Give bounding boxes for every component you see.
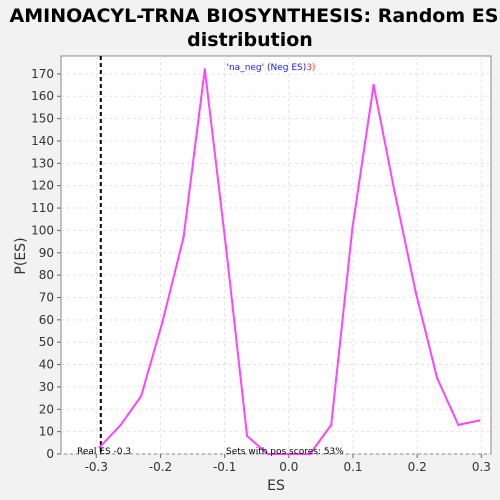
data-point xyxy=(414,291,418,295)
pos-scores-annotation: Sets with pos scores: 53% xyxy=(226,447,344,457)
data-point xyxy=(224,244,228,248)
y-tick-label: 50 xyxy=(39,335,54,349)
legend-entry: 'na_neg' (Neg ES)3) xyxy=(227,63,316,73)
y-axis: 0 10 20 30 40 50 60 70 80 90 100 110 120 130 140 150 160… xyxy=(31,67,61,461)
y-tick-label: 150 xyxy=(31,112,54,126)
data-point xyxy=(351,227,354,230)
x-tick-label: 0.3 xyxy=(472,460,491,474)
chart-title-line-2: distribution xyxy=(187,29,313,51)
plot-area xyxy=(60,55,492,455)
data-point xyxy=(435,376,439,380)
y-axis-title: P(ES) xyxy=(13,237,29,274)
grid xyxy=(61,56,491,455)
y-tick-label: 160 xyxy=(31,89,54,103)
data-point xyxy=(161,320,164,324)
real-es-label: Real ES -0.3 xyxy=(77,447,131,457)
y-tick-label: 90 xyxy=(39,246,54,260)
data-point xyxy=(203,68,206,71)
y-tick-label: 130 xyxy=(31,156,54,170)
data-point xyxy=(372,83,375,87)
y-tick-label: 10 xyxy=(39,425,54,439)
y-tick-label: 30 xyxy=(39,380,54,394)
chart-title-line-1: AMINOACYL-TRNA BIOSYNTHESIS: Random ES xyxy=(10,5,499,27)
data-point xyxy=(119,423,122,427)
y-tick-label: 70 xyxy=(39,290,54,304)
x-tick-label: -0.3 xyxy=(85,460,108,474)
y-tick-label: 40 xyxy=(39,358,54,372)
x-tick-label: 0.2 xyxy=(408,460,427,474)
y-tick-label: 140 xyxy=(31,134,54,148)
chart-title: AMINOACYL-TRNA BIOSYNTHESIS: Random ES d… xyxy=(10,5,499,51)
data-point xyxy=(457,423,460,427)
series-layer xyxy=(98,68,481,456)
data-point xyxy=(330,423,333,427)
y-tick-label: 110 xyxy=(31,201,54,215)
data-point xyxy=(266,452,269,456)
x-tick-label: 0.1 xyxy=(343,460,362,474)
y-tick-label: 20 xyxy=(39,402,54,416)
data-point xyxy=(287,452,290,456)
data-point xyxy=(478,419,481,422)
legend-suffix: 3) xyxy=(306,63,315,73)
x-tick-label: 0.0 xyxy=(279,460,298,474)
x-axis-title: ES xyxy=(267,478,285,494)
y-tick-label: 60 xyxy=(39,313,54,327)
x-tick-label: -0.2 xyxy=(149,460,172,474)
y-tick-label: 170 xyxy=(31,67,54,81)
data-point xyxy=(393,191,396,194)
data-point xyxy=(140,394,143,398)
y-tick-label: 100 xyxy=(31,223,54,237)
data-point xyxy=(245,434,249,438)
data-point xyxy=(182,235,185,239)
y-tick-label: 120 xyxy=(31,179,54,193)
x-tick-label: -0.1 xyxy=(213,460,236,474)
legend-label: 'na_neg' (Neg ES) xyxy=(227,63,307,73)
y-tick-label: 80 xyxy=(39,268,54,282)
data-point xyxy=(308,452,312,456)
data-point xyxy=(98,446,101,449)
x-axis: -0.3 -0.2 -0.1 0.0 0.1 0.2 0.3 xyxy=(85,454,491,474)
y-tick-label: 0 xyxy=(46,447,54,461)
